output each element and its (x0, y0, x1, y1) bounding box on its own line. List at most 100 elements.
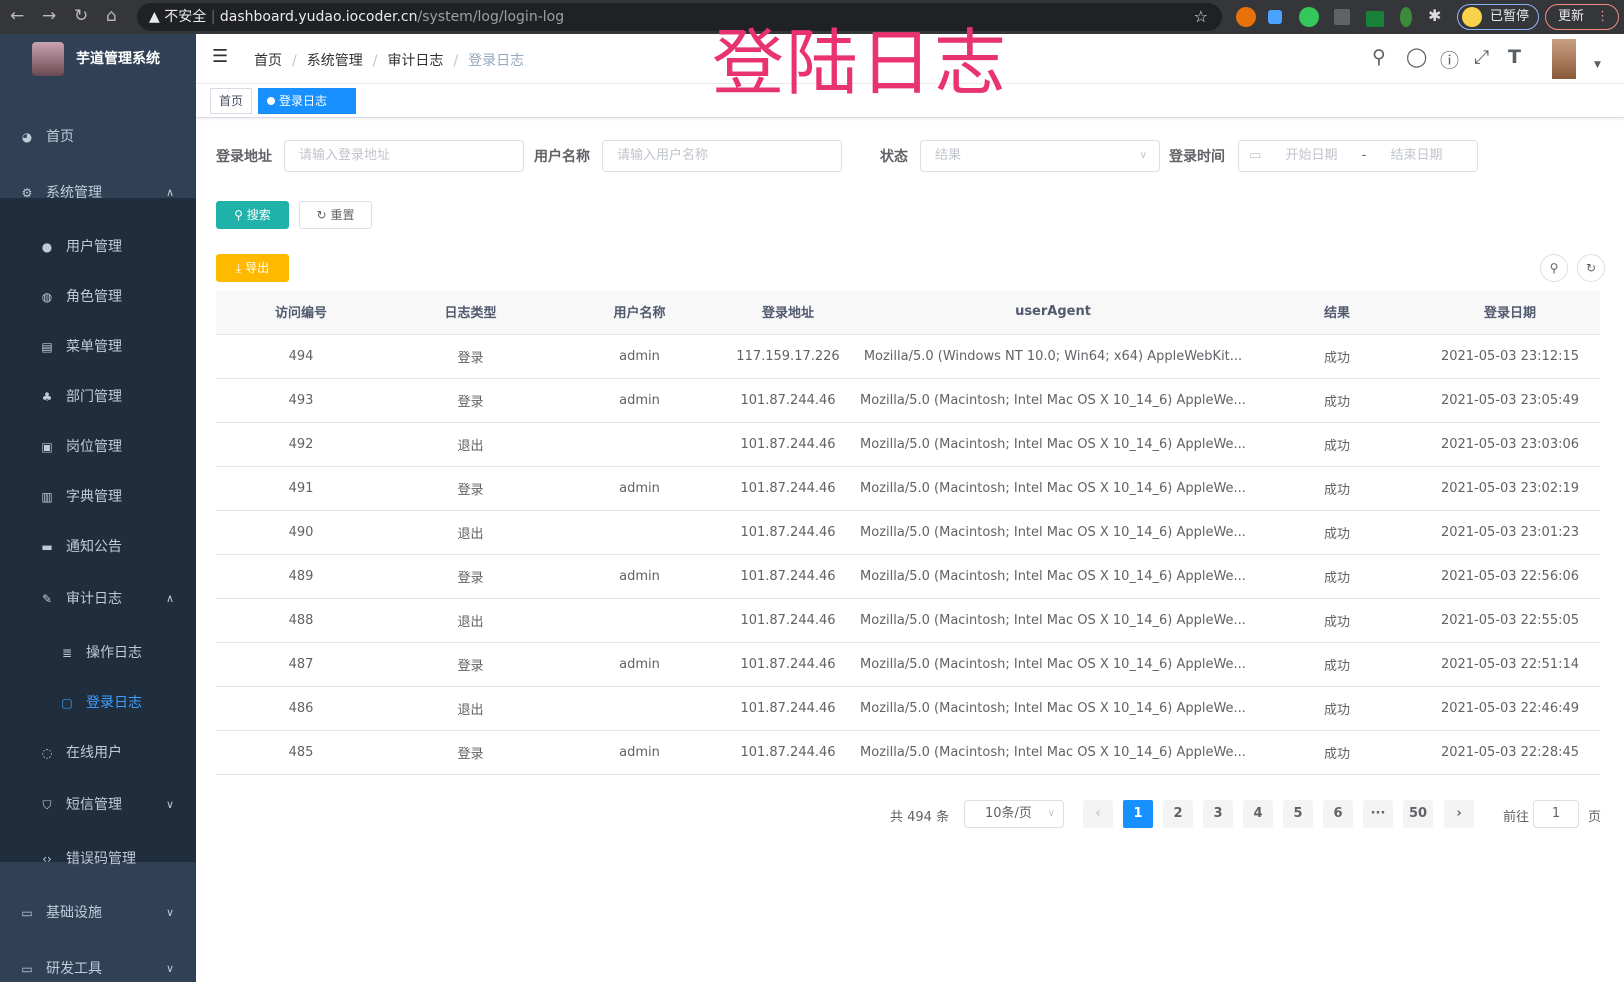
sidebar-item[interactable]: ● 用户管理 (0, 222, 196, 272)
search-icon: ⚲ (1549, 261, 1559, 275)
table-cell: 成功 (1254, 334, 1420, 379)
table-cell: 101.87.244.46 (724, 554, 852, 599)
caret-down-icon[interactable]: ▼ (1594, 60, 1601, 70)
extension-icon[interactable] (1366, 11, 1384, 27)
back-icon[interactable]: ← (10, 6, 25, 26)
font-size-icon[interactable]: T (1508, 46, 1521, 68)
refresh-icon: ↻ (316, 208, 327, 222)
sidebar-item-label: 审计日志 (66, 591, 122, 607)
table-cell: 2021-05-03 23:02:19 (1420, 466, 1600, 511)
prev-page-button[interactable]: ‹ (1083, 800, 1113, 828)
sidebar-item-label: 岗位管理 (66, 439, 122, 455)
page-button[interactable]: 50 (1403, 800, 1433, 828)
forward-icon[interactable]: → (42, 6, 57, 26)
next-page-button[interactable]: › (1444, 800, 1474, 828)
reload-icon[interactable]: ↻ (74, 6, 89, 26)
page-button[interactable]: 4 (1243, 800, 1273, 828)
status-select[interactable]: 结果 ∨ (920, 140, 1160, 172)
github-icon[interactable]: ◯ (1406, 46, 1428, 68)
table-cell: 101.87.244.46 (724, 422, 852, 467)
toggle-search-button[interactable]: ⚲ (1540, 254, 1568, 282)
page-size-select[interactable]: 10条/页 ∨ (964, 800, 1064, 828)
page-button[interactable]: 5 (1283, 800, 1313, 828)
extension-icon[interactable] (1268, 10, 1282, 24)
user-avatar[interactable] (1552, 39, 1576, 79)
profile-button[interactable]: 已暂停 (1457, 4, 1539, 30)
time-label: 登录时间 (1169, 149, 1225, 165)
tag-label: 登录日志 (279, 94, 328, 108)
submenu-background (0, 198, 196, 862)
table-cell: admin (555, 642, 724, 687)
chevron-down-icon: ∨ (1047, 808, 1055, 819)
puzzle-icon[interactable]: ✱ (1428, 6, 1442, 25)
table-cell: 2021-05-03 22:51:14 (1420, 642, 1600, 687)
tag-home[interactable]: 首页 (210, 88, 253, 114)
sidebar-item[interactable]: ▣ 岗位管理 (0, 422, 196, 472)
date-range-picker[interactable]: ▭ 开始日期 - 结束日期 (1238, 140, 1478, 172)
sidebar-item[interactable]: ‹› 错误码管理 (0, 834, 196, 884)
table-row: 490 退出 101.87.244.46 Mozilla/5.0 (Macintosh… (216, 510, 1600, 555)
sidebar-item[interactable]: ⚙ 系统管理 ∧ (0, 168, 196, 218)
page-button[interactable]: 6 (1323, 800, 1353, 828)
breadcrumb-item[interactable]: 审计日志 (387, 53, 444, 69)
table-row: 488 退出 101.87.244.46 Mozilla/5.0 (Macintosh… (216, 598, 1600, 643)
sidebar-item[interactable]: ▬ 通知公告 (0, 522, 196, 572)
table-cell (555, 510, 724, 555)
column-header: 访问编号 (216, 290, 386, 335)
page-button[interactable]: 3 (1203, 800, 1233, 828)
sidebar-item-label: 首页 (46, 129, 74, 145)
star-icon[interactable]: ☆ (1193, 7, 1208, 26)
table-cell: 486 (216, 686, 386, 731)
page-button[interactable]: 1 (1123, 800, 1153, 828)
sidebar-item[interactable]: ♣ 部门管理 (0, 372, 196, 422)
table-cell: 101.87.244.46 (724, 686, 852, 731)
column-header: 登录日期 (1420, 290, 1600, 335)
search-button[interactable]: ⚲ 搜索 (216, 201, 289, 229)
page-button[interactable]: 2 (1163, 800, 1193, 828)
address-bar[interactable]: ▲ 不安全 | dashboard.yudao.iocoder.cn/syste… (137, 3, 1222, 31)
goto-page-input[interactable]: 1 (1533, 800, 1579, 828)
sidebar-item[interactable]: ◌ 在线用户 (0, 728, 196, 778)
extension-icon[interactable] (1236, 7, 1256, 27)
export-button[interactable]: ⤓ 导出 (216, 254, 289, 282)
extension-icon[interactable] (1334, 9, 1350, 25)
username-input[interactable]: 请输入用户名称 (602, 140, 842, 172)
sidebar-item[interactable]: ▤ 菜单管理 (0, 322, 196, 372)
hamburger-icon[interactable]: ☰ (212, 46, 229, 67)
table-cell: Mozilla/5.0 (Macintosh; Intel Mac OS X 1… (852, 422, 1254, 467)
table-cell: 489 (216, 554, 386, 599)
extension-icon[interactable] (1299, 7, 1319, 27)
extension-icon[interactable] (1400, 7, 1412, 27)
update-button[interactable]: 更新 ⋮ (1545, 4, 1619, 30)
sidebar-item[interactable]: ▭ 研发工具 ∨ (0, 944, 196, 994)
url-path: /system/log/login-log (417, 9, 565, 25)
address-input[interactable]: 请输入登录地址 (284, 140, 524, 172)
table-cell: 2021-05-03 22:56:06 (1420, 554, 1600, 599)
sidebar-item[interactable]: ✎ 审计日志 ∧ (0, 574, 196, 624)
sidebar-item[interactable]: ▢ 登录日志 (0, 678, 196, 728)
close-icon[interactable]: × (275, 121, 284, 132)
question-icon[interactable]: ⓘ (1440, 50, 1460, 72)
breadcrumb-item[interactable]: 系统管理 (306, 53, 363, 69)
fullscreen-icon[interactable]: ⤢ (1474, 46, 1490, 68)
reset-button[interactable]: ↻ 重置 (299, 201, 372, 229)
sidebar-item[interactable]: ◍ 角色管理 (0, 272, 196, 322)
table-row: 487 登录 admin 101.87.244.46 Mozilla/5.0 (Maci… (216, 642, 1600, 687)
refresh-button[interactable]: ↻ (1577, 254, 1605, 282)
start-placeholder: 开始日期 (1285, 148, 1338, 163)
table-cell: 2021-05-03 23:01:23 (1420, 510, 1600, 555)
sidebar-item[interactable]: ▭ 基础设施 ∨ (0, 888, 196, 938)
search-icon[interactable]: ⚲ (1372, 46, 1386, 68)
sidebar-item[interactable]: ⛉ 短信管理 ∨ (0, 780, 196, 830)
sidebar-item[interactable]: ▥ 字典管理 (0, 472, 196, 522)
breadcrumb-item[interactable]: 首页 (254, 53, 282, 69)
more-pages-button[interactable]: ··· (1363, 800, 1393, 828)
home-icon[interactable]: ⌂ (106, 6, 117, 26)
table-cell: 101.87.244.46 (724, 378, 852, 423)
table-cell: 488 (216, 598, 386, 643)
sidebar-item[interactable]: ≣ 操作日志 (0, 628, 196, 678)
table-row: 485 登录 admin 101.87.244.46 Mozilla/5.0 (Maci… (216, 730, 1600, 775)
tag-login-log[interactable]: 登录日志 × (258, 88, 356, 132)
table-row: 491 登录 admin 101.87.244.46 Mozilla/5.0 (Maci… (216, 466, 1600, 511)
sidebar-item[interactable]: ◕ 首页 (0, 112, 196, 162)
